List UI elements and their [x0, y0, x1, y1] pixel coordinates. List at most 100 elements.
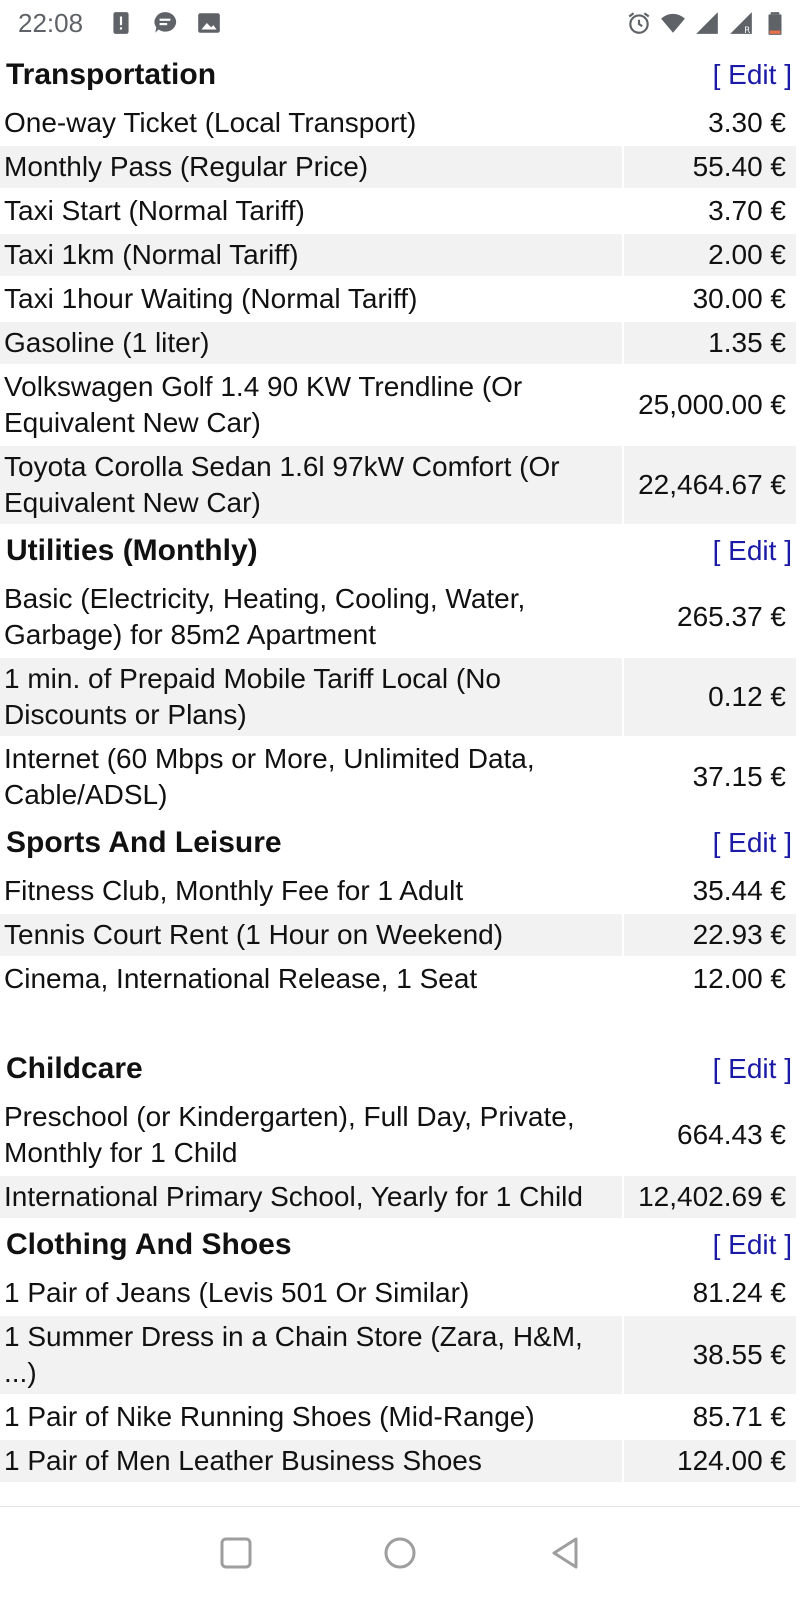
edit-link[interactable]: [ Edit ]: [712, 1229, 792, 1260]
price-row: Taxi 1hour Waiting (Normal Tariff) 30.00 …: [0, 278, 796, 320]
item-label: Fitness Club, Monthly Fee for 1 Adult: [4, 875, 464, 906]
item-price: 12.00 €: [692, 963, 786, 994]
item-price: 0.12 €: [624, 658, 796, 736]
price-table: Fitness Club, Monthly Fee for 1 Adult 35.…: [0, 868, 798, 1002]
item-label: Basic (Electricity, Heating, Cooling, Wa…: [4, 583, 526, 650]
section-title: Transportation: [6, 58, 217, 91]
item-label: Toyota Corolla Sedan 1.6l 97kW Comfort (…: [0, 446, 622, 524]
status-right-icons: R: [626, 10, 788, 36]
price-row: 1 Pair of Nike Running Shoes (Mid-Range)…: [0, 1396, 796, 1438]
signal-roaming-icon: R: [730, 12, 752, 36]
item-label: One-way Ticket (Local Transport): [4, 107, 417, 138]
price-row: Monthly Pass (Regular Price) 55.40 €: [0, 146, 796, 188]
section-transportation: Transportation [ Edit ] One-way Ticket (…: [0, 50, 800, 526]
price-row: International Primary School, Yearly for…: [0, 1176, 796, 1218]
item-label: International Primary School, Yearly for…: [0, 1176, 622, 1218]
message-icon: [154, 12, 177, 33]
item-label: Cinema, International Release, 1 Seat: [4, 963, 478, 994]
section-header: Utilities (Monthly) [ Edit ]: [0, 526, 800, 576]
section-title: Childcare: [6, 1052, 143, 1085]
item-price: 25,000.00 €: [638, 389, 786, 420]
price-row: 1 Summer Dress in a Chain Store (Zara, H…: [0, 1316, 796, 1394]
item-price: 38.55 €: [624, 1316, 796, 1394]
section-title: Clothing And Shoes: [6, 1228, 292, 1261]
section-childcare: Childcare [ Edit ] Preschool (or Kinderg…: [0, 1044, 800, 1220]
alert-icon: [113, 12, 129, 34]
cost-of-living-content: Transportation [ Edit ] One-way Ticket (…: [0, 50, 800, 1484]
price-row: Basic (Electricity, Heating, Cooling, Wa…: [0, 578, 796, 656]
item-price: 22,464.67 €: [624, 446, 796, 524]
edit-link[interactable]: [ Edit ]: [712, 1053, 792, 1084]
item-label: 1 Pair of Nike Running Shoes (Mid-Range): [4, 1401, 535, 1432]
item-price: 22.93 €: [624, 914, 796, 956]
image-icon: [198, 13, 220, 33]
edit-link[interactable]: [ Edit ]: [712, 827, 792, 858]
price-row: Gasoline (1 liter) 1.35 €: [0, 322, 796, 364]
price-row: Cinema, International Release, 1 Seat 12.…: [0, 958, 796, 1000]
item-price: 664.43 €: [677, 1119, 786, 1150]
price-table: One-way Ticket (Local Transport) 3.30 € M…: [0, 100, 798, 526]
recent-apps-icon[interactable]: [216, 1533, 256, 1573]
edit-link[interactable]: [ Edit ]: [712, 59, 792, 90]
item-price: 30.00 €: [692, 283, 786, 314]
alarm-icon: [628, 12, 650, 34]
item-label: Gasoline (1 liter): [0, 322, 622, 364]
price-table: Preschool (or Kindergarten), Full Day, P…: [0, 1094, 798, 1220]
item-price: 85.71 €: [692, 1401, 786, 1432]
section-spacer: [0, 1002, 800, 1044]
wifi-icon: [661, 13, 685, 33]
navigation-bar: [0, 1506, 800, 1601]
price-row: Tennis Court Rent (1 Hour on Weekend) 22.…: [0, 914, 796, 956]
item-price: 37.15 €: [692, 761, 786, 792]
section-header: Clothing And Shoes [ Edit ]: [0, 1220, 800, 1270]
item-label: Internet (60 Mbps or More, Unlimited Dat…: [4, 743, 535, 810]
item-label: Preschool (or Kindergarten), Full Day, P…: [4, 1101, 575, 1168]
section-title: Utilities (Monthly): [6, 534, 258, 567]
item-price: 265.37 €: [677, 601, 786, 632]
item-price: 35.44 €: [692, 875, 786, 906]
price-row: Internet (60 Mbps or More, Unlimited Dat…: [0, 738, 796, 816]
item-price: 81.24 €: [692, 1277, 786, 1308]
item-price: 124.00 €: [624, 1440, 796, 1482]
price-row: 1 Pair of Jeans (Levis 501 Or Similar) 81…: [0, 1272, 796, 1314]
section-title: Sports And Leisure: [6, 826, 282, 859]
item-label: 1 min. of Prepaid Mobile Tariff Local (N…: [0, 658, 622, 736]
price-row: Toyota Corolla Sedan 1.6l 97kW Comfort (…: [0, 446, 796, 524]
item-label: Taxi 1hour Waiting (Normal Tariff): [4, 283, 418, 314]
item-price: 2.00 €: [624, 234, 796, 276]
status-time: 22:08: [18, 8, 84, 38]
back-icon[interactable]: [546, 1533, 586, 1573]
price-row: Volkswagen Golf 1.4 90 KW Trendline (Or …: [0, 366, 796, 444]
item-label: 1 Summer Dress in a Chain Store (Zara, H…: [0, 1316, 622, 1394]
price-row: Taxi Start (Normal Tariff) 3.70 €: [0, 190, 796, 232]
home-icon[interactable]: [380, 1533, 420, 1573]
price-table: Basic (Electricity, Heating, Cooling, Wa…: [0, 576, 798, 818]
item-label: Volkswagen Golf 1.4 90 KW Trendline (Or …: [4, 371, 523, 438]
section-header: Sports And Leisure [ Edit ]: [0, 818, 800, 868]
price-row: Fitness Club, Monthly Fee for 1 Adult 35.…: [0, 870, 796, 912]
price-table: 1 Pair of Jeans (Levis 501 Or Similar) 81…: [0, 1270, 798, 1484]
item-label: Taxi Start (Normal Tariff): [4, 195, 305, 226]
item-label: Taxi 1km (Normal Tariff): [0, 234, 622, 276]
edit-link[interactable]: [ Edit ]: [712, 535, 792, 566]
price-row: Preschool (or Kindergarten), Full Day, P…: [0, 1096, 796, 1174]
item-label: 1 Pair of Men Leather Business Shoes: [0, 1440, 622, 1482]
status-left-icons: [108, 10, 222, 36]
item-label: Monthly Pass (Regular Price): [0, 146, 622, 188]
price-row: 1 min. of Prepaid Mobile Tariff Local (N…: [0, 658, 796, 736]
svg-text:R: R: [744, 26, 750, 36]
item-price: 12,402.69 €: [624, 1176, 796, 1218]
battery-low-icon: [768, 12, 782, 35]
item-price: 3.30 €: [708, 107, 786, 138]
signal-icon: [696, 12, 718, 34]
section-clothing-and-shoes: Clothing And Shoes [ Edit ] 1 Pair of Je…: [0, 1220, 800, 1484]
item-price: 3.70 €: [708, 195, 786, 226]
section-utilities: Utilities (Monthly) [ Edit ] Basic (Elec…: [0, 526, 800, 818]
section-header: Childcare [ Edit ]: [0, 1044, 800, 1094]
status-bar: 22:08 R: [0, 0, 800, 48]
item-label: Tennis Court Rent (1 Hour on Weekend): [0, 914, 622, 956]
item-price: 1.35 €: [624, 322, 796, 364]
section-sports-and-leisure: Sports And Leisure [ Edit ] Fitness Club…: [0, 818, 800, 1044]
item-price: 55.40 €: [624, 146, 796, 188]
price-row: 1 Pair of Men Leather Business Shoes 124.…: [0, 1440, 796, 1482]
